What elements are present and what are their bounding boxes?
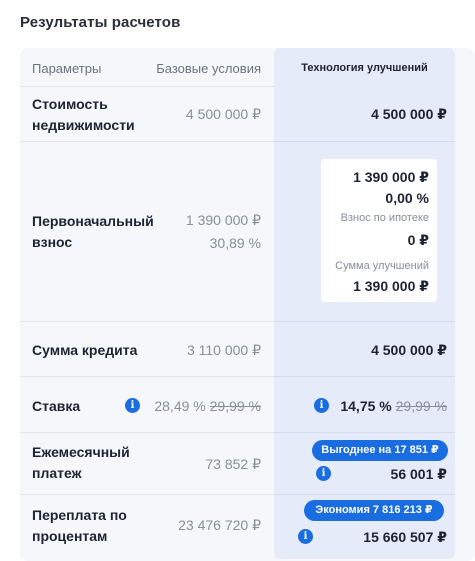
divider — [274, 432, 455, 433]
divider — [274, 141, 455, 142]
info-icon[interactable]: i — [314, 398, 329, 413]
down-payment-base: 1 390 000 ₽ — [185, 212, 261, 228]
divider — [274, 321, 455, 322]
loan-label: Сумма кредита — [32, 342, 138, 358]
overpay-label: Переплата по процентам — [32, 507, 127, 544]
overpay-base: 23 476 720 ₽ — [178, 517, 261, 533]
overpay-tech: 15 660 507 ₽ — [363, 529, 447, 545]
page-title: Результаты расчетов — [20, 14, 181, 31]
savings-badge: Выгоднее на 17 851 ₽ — [312, 440, 448, 461]
rate-base: 28,49 % 29,99 % — [154, 396, 261, 417]
property-label: Стоимость недвижимости — [32, 96, 135, 133]
card-mortgage-label: Взнос по ипотеке — [340, 212, 429, 224]
card-improvements-label: Сумма улучшений — [335, 260, 429, 272]
divider — [20, 141, 274, 142]
down-payment-card: 1 390 000 ₽ 0,00 % Взнос по ипотеке 0 ₽ … — [321, 159, 437, 302]
card-amount: 1 390 000 ₽ — [353, 169, 429, 185]
divider — [20, 321, 274, 322]
loan-tech: 4 500 000 ₽ — [371, 342, 447, 358]
rate-tech-old: 29,99 % — [395, 398, 447, 414]
info-icon[interactable]: i — [298, 529, 313, 544]
divider — [20, 494, 274, 495]
divider — [274, 376, 455, 377]
loan-base: 3 110 000 ₽ — [186, 342, 261, 358]
card-improvements-value: 1 390 000 ₽ — [353, 278, 429, 294]
header-tech: Технология улучшений — [301, 62, 428, 74]
property-base: 4 500 000 ₽ — [185, 106, 261, 122]
down-payment-base-pct: 30,89 % — [209, 235, 261, 251]
economy-badge: Экономия 7 816 213 ₽ — [304, 500, 444, 521]
header-params: Параметры — [32, 61, 102, 76]
header-base: Базовые условия — [156, 61, 261, 76]
divider — [20, 86, 274, 87]
monthly-base: 73 852 ₽ — [205, 456, 261, 472]
monthly-label: Ежемесячный платеж — [32, 444, 130, 481]
divider — [274, 494, 455, 495]
monthly-tech: 56 001 ₽ — [390, 466, 447, 482]
info-icon[interactable]: i — [125, 398, 140, 413]
rate-base-old: 29,99 % — [209, 398, 261, 414]
card-mortgage-value: 0 ₽ — [407, 232, 429, 248]
rate-tech-value: 14,75 % — [340, 398, 392, 414]
rate-tech: 14,75 % 29,99 % — [340, 396, 447, 417]
tech-column — [274, 48, 455, 559]
card-pct: 0,00 % — [385, 190, 429, 206]
rate-base-value: 28,49 % — [154, 398, 206, 414]
property-tech: 4 500 000 ₽ — [371, 106, 447, 122]
info-icon[interactable]: i — [316, 466, 331, 481]
rate-label: Ставка — [32, 398, 81, 414]
divider — [20, 376, 274, 377]
down-payment-label: Первоначальный взнос — [32, 213, 154, 250]
divider — [20, 432, 274, 433]
